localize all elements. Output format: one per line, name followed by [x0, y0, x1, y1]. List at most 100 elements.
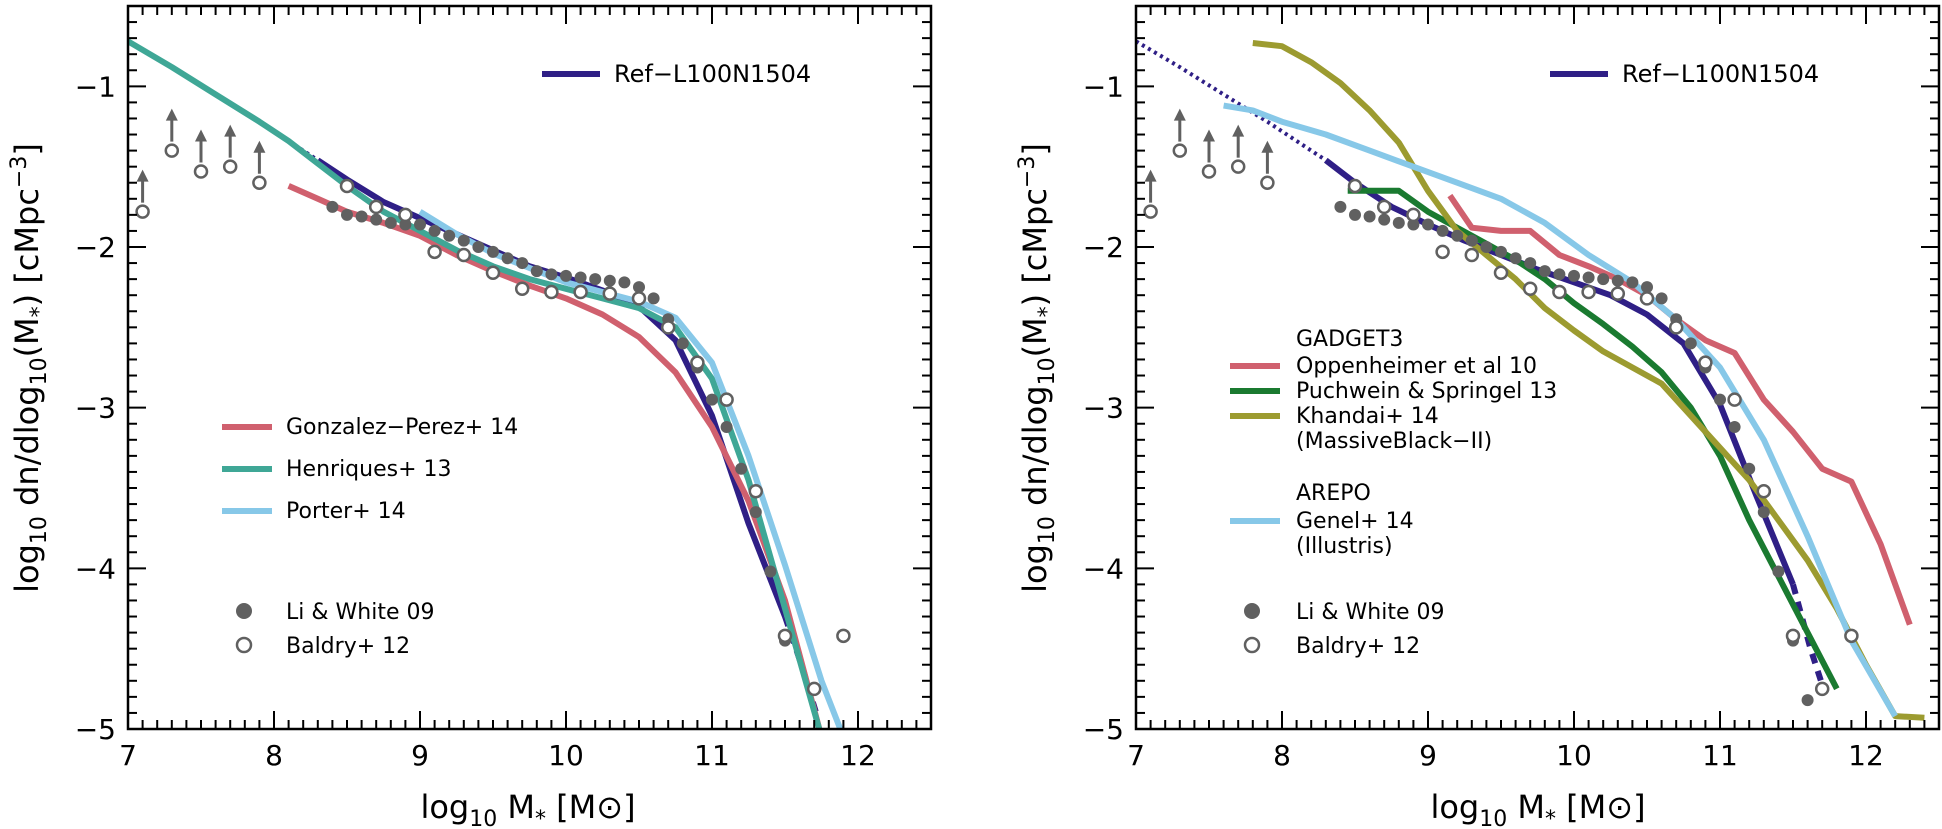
point-li-white	[764, 565, 777, 578]
point-li-white	[560, 269, 572, 282]
legend-label-ref: Ref−L100N1504	[614, 60, 811, 88]
point-li-white	[1597, 273, 1610, 286]
point-baldry-limit	[135, 204, 150, 219]
point-li-white	[530, 265, 543, 278]
legend-label-oppenheimer: Oppenheimer et al 10	[1296, 354, 1537, 379]
point-baldry	[836, 628, 851, 644]
legend-heading-gadget3: GADGET3	[1296, 327, 1403, 352]
x-tick-label: 8	[1273, 739, 1291, 772]
point-li-white	[457, 234, 470, 247]
point-li-white	[355, 210, 368, 223]
point-li-white	[720, 420, 733, 433]
y-tick-label: −4	[1083, 552, 1124, 585]
point-li-white	[1626, 276, 1639, 289]
point-li-white	[414, 218, 426, 231]
point-li-white	[618, 276, 631, 289]
point-li-white	[516, 257, 529, 270]
x-tick-label: 10	[1556, 739, 1592, 772]
y-tick-label: −4	[75, 552, 116, 585]
point-baldry	[806, 681, 822, 697]
y-tick-label: −1	[75, 70, 116, 103]
point-baldry	[573, 284, 588, 300]
lower-limit-arrow-head	[253, 140, 266, 153]
y-tick-label: −5	[75, 713, 116, 746]
plot-frame-right	[1134, 4, 1941, 731]
x-axis-title-left: log10 M* [M⊙]	[420, 788, 635, 829]
point-li-white	[603, 274, 616, 287]
legend-marker-li-white-right	[1244, 603, 1260, 619]
x-tick-label: 12	[1848, 739, 1884, 772]
point-li-white	[1801, 694, 1814, 707]
point-li-white	[1757, 506, 1770, 519]
point-li-white	[1743, 462, 1756, 475]
point-li-white	[326, 200, 339, 213]
point-baldry	[690, 355, 705, 370]
legend-note-massiveblack: (MassiveBlack−II)	[1296, 429, 1492, 454]
point-baldry	[544, 284, 559, 300]
series-line-puchwein-springel-13-solid	[1347, 187, 1840, 691]
point-baldry	[1610, 286, 1626, 301]
point-li-white	[472, 241, 485, 253]
x-tick-label: 12	[840, 739, 876, 772]
point-baldry	[368, 199, 384, 215]
point-li-white	[1422, 218, 1434, 231]
y-tick-label: −1	[1083, 70, 1124, 103]
point-baldry	[427, 244, 442, 260]
point-baldry-limit	[193, 164, 209, 179]
panel-left: 7 8 9 10 11 12 −1 −2 −3 −4 −5 log10 dn/dlog10(M*) …	[7, 4, 933, 829]
point-baldry-limit	[164, 143, 180, 158]
point-li-white	[501, 252, 514, 265]
legend-label-gonzalez: Gonzalez−Perez+ 14	[286, 415, 518, 440]
point-li-white	[749, 506, 762, 519]
x-tick-label: 11	[694, 739, 730, 772]
y-tick-label: −3	[75, 392, 116, 425]
point-li-white	[1465, 234, 1478, 247]
lower-limit-arrow-head	[165, 108, 178, 121]
lower-limit-arrow-head	[224, 124, 237, 137]
x-tick-label: 9	[1419, 739, 1437, 772]
series-line-porter-14-solid	[418, 209, 844, 729]
point-baldry	[1785, 628, 1801, 644]
legend-label-li-white-right: Li & White 09	[1296, 600, 1444, 625]
point-li-white	[1524, 257, 1537, 270]
point-li-white	[341, 208, 353, 221]
point-baldry	[398, 207, 413, 223]
point-baldry	[1435, 244, 1450, 260]
point-li-white	[1392, 216, 1405, 229]
axis-ticks-right: 7 8 9 10 11 12 −1 −2 −3 −4 −5	[1083, 5, 1940, 772]
point-baldry	[602, 286, 618, 301]
point-li-white	[1568, 269, 1580, 282]
point-li-white	[706, 393, 718, 406]
lower-limit-arrow-head	[1144, 169, 1157, 182]
panel-right: 7 8 9 10 11 12 −1 −2 −3 −4 −5 log10 dn/dlog10(M*) …	[1015, 4, 1941, 829]
point-li-white	[1363, 210, 1376, 223]
point-li-white	[1349, 208, 1361, 221]
legend-label-khandai: Khandai+ 14	[1296, 404, 1439, 429]
point-li-white	[370, 213, 383, 226]
point-li-white	[428, 224, 441, 237]
point-baldry	[631, 291, 647, 306]
point-baldry	[1668, 320, 1684, 335]
y-tick-label: −3	[1083, 392, 1124, 425]
series-line-genel-14-solid	[1223, 102, 1898, 718]
legend-marker-baldry	[235, 636, 253, 654]
point-li-white	[1334, 200, 1347, 213]
point-baldry-limit	[1201, 164, 1217, 179]
lower-limit-arrow-head	[195, 129, 207, 142]
legend-label-baldry: Baldry+ 12	[286, 634, 410, 659]
x-tick-label: 9	[411, 739, 429, 772]
point-baldry	[339, 178, 355, 194]
legend-marker-baldry-right	[1243, 636, 1261, 654]
point-baldry	[1581, 284, 1596, 300]
y-tick-label: −2	[1083, 231, 1124, 264]
point-li-white	[1684, 337, 1697, 350]
point-li-white	[1480, 241, 1493, 253]
point-li-white	[1495, 245, 1507, 258]
point-li-white	[1641, 281, 1653, 294]
point-li-white	[399, 218, 412, 231]
point-baldry	[1814, 681, 1830, 697]
x-axis-title-right: log10 M* [M⊙]	[1430, 788, 1645, 829]
point-li-white	[1538, 265, 1551, 278]
point-baldry-limit	[1172, 143, 1188, 158]
